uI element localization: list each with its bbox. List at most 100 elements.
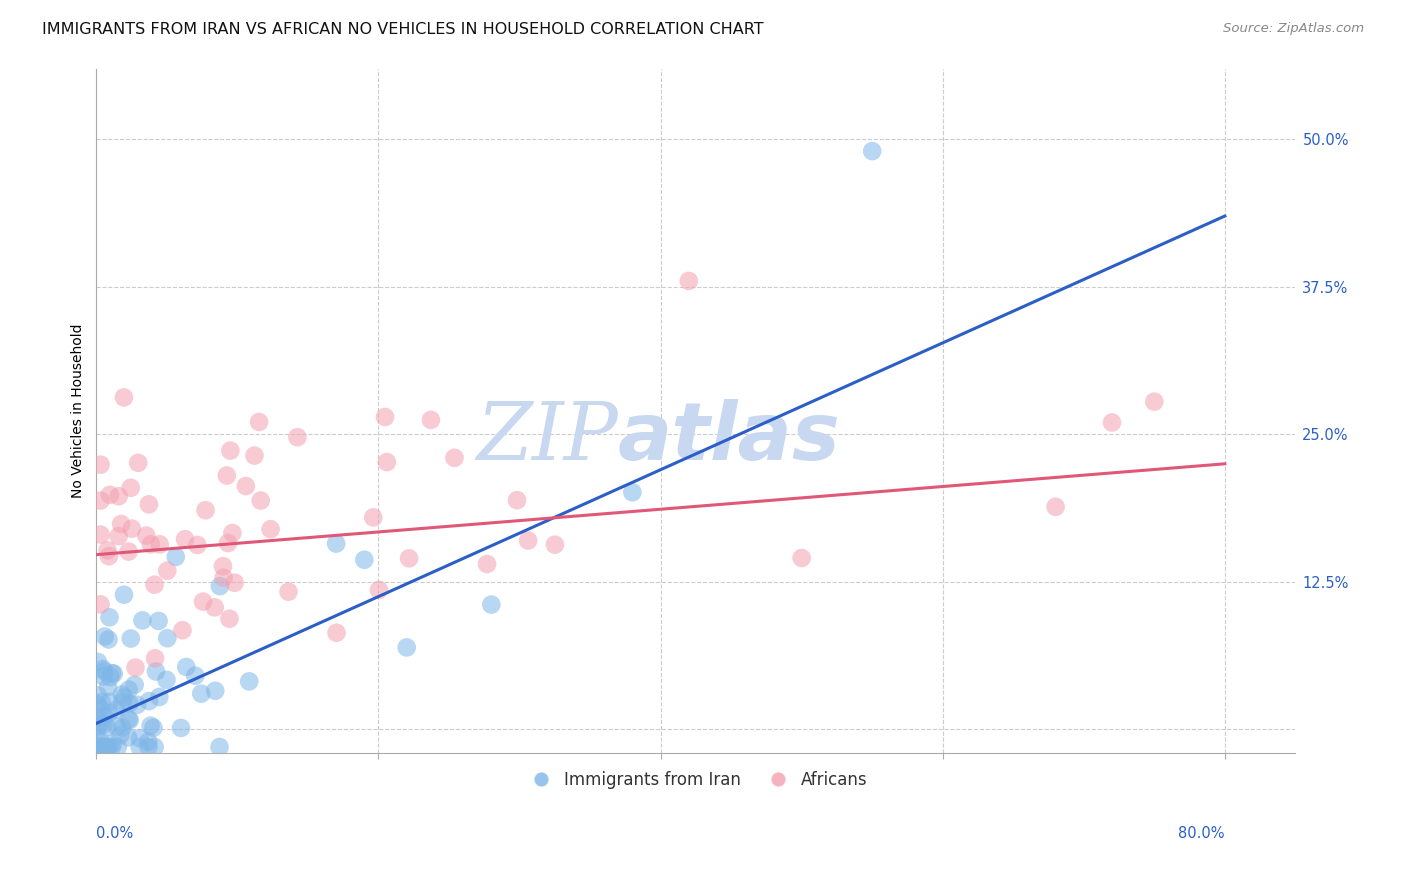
Point xyxy=(120,481,142,495)
Legend: Immigrants from Iran, Africans: Immigrants from Iran, Africans xyxy=(517,764,875,796)
Point xyxy=(678,274,700,288)
Point xyxy=(277,584,299,599)
Point xyxy=(111,721,134,735)
Point xyxy=(156,564,179,578)
Point xyxy=(96,739,118,754)
Y-axis label: No Vehicles in Household: No Vehicles in Household xyxy=(72,324,86,498)
Point xyxy=(148,690,170,704)
Point xyxy=(112,690,135,705)
Point xyxy=(103,666,125,681)
Point xyxy=(90,739,112,754)
Point xyxy=(374,409,396,424)
Point xyxy=(87,739,110,754)
Point xyxy=(90,527,112,541)
Point xyxy=(287,430,309,444)
Point xyxy=(90,695,112,709)
Point xyxy=(125,698,148,712)
Point xyxy=(143,739,166,754)
Point xyxy=(204,600,226,615)
Point xyxy=(172,624,194,638)
Point xyxy=(121,522,143,536)
Point xyxy=(110,516,132,531)
Point xyxy=(112,588,135,602)
Point xyxy=(93,709,115,723)
Point xyxy=(91,662,114,676)
Point xyxy=(131,614,153,628)
Point xyxy=(1101,416,1123,430)
Point xyxy=(517,533,540,548)
Point xyxy=(90,739,112,754)
Point xyxy=(148,614,170,628)
Point xyxy=(506,493,529,508)
Point xyxy=(93,669,115,683)
Point xyxy=(221,526,243,541)
Point xyxy=(218,612,240,626)
Point xyxy=(156,631,179,645)
Point xyxy=(87,732,110,747)
Point xyxy=(86,739,108,754)
Point xyxy=(120,632,142,646)
Point xyxy=(621,485,644,500)
Point xyxy=(111,688,134,702)
Point xyxy=(235,479,257,493)
Point xyxy=(89,701,111,715)
Point xyxy=(138,497,160,511)
Point xyxy=(186,538,208,552)
Point xyxy=(93,665,115,679)
Point xyxy=(325,536,347,550)
Point xyxy=(165,549,187,564)
Point xyxy=(87,655,110,669)
Point xyxy=(96,720,118,734)
Point xyxy=(97,739,120,754)
Point xyxy=(361,510,384,524)
Point xyxy=(97,632,120,647)
Text: Source: ZipAtlas.com: Source: ZipAtlas.com xyxy=(1223,22,1364,36)
Text: atlas: atlas xyxy=(617,399,841,477)
Point xyxy=(90,598,112,612)
Point xyxy=(212,559,235,574)
Point xyxy=(224,575,246,590)
Point xyxy=(194,503,217,517)
Point xyxy=(860,144,883,158)
Point xyxy=(398,551,420,566)
Point xyxy=(98,706,121,720)
Point xyxy=(111,696,134,710)
Point xyxy=(97,680,120,694)
Point xyxy=(94,630,117,644)
Point xyxy=(170,721,193,735)
Point xyxy=(90,739,112,754)
Point xyxy=(98,695,121,709)
Point xyxy=(479,598,502,612)
Point xyxy=(420,413,443,427)
Point xyxy=(238,674,260,689)
Point xyxy=(190,687,212,701)
Point xyxy=(101,737,124,751)
Point xyxy=(149,537,172,551)
Point xyxy=(259,522,281,536)
Point xyxy=(138,739,160,754)
Point xyxy=(138,694,160,708)
Point xyxy=(124,678,146,692)
Point xyxy=(107,489,129,503)
Point xyxy=(96,543,118,558)
Point xyxy=(142,721,165,735)
Point xyxy=(110,728,132,742)
Text: IMMIGRANTS FROM IRAN VS AFRICAN NO VEHICLES IN HOUSEHOLD CORRELATION CHART: IMMIGRANTS FROM IRAN VS AFRICAN NO VEHIC… xyxy=(42,22,763,37)
Point xyxy=(174,660,197,674)
Point xyxy=(93,717,115,731)
Point xyxy=(790,551,813,566)
Point xyxy=(98,488,121,502)
Point xyxy=(135,528,157,542)
Point xyxy=(191,594,214,608)
Point xyxy=(215,468,238,483)
Point xyxy=(86,734,108,748)
Point xyxy=(243,449,266,463)
Text: 0.0%: 0.0% xyxy=(97,826,134,841)
Point xyxy=(204,683,226,698)
Point xyxy=(93,739,115,754)
Point xyxy=(101,666,124,681)
Point xyxy=(98,610,121,624)
Point xyxy=(105,702,128,716)
Point xyxy=(395,640,418,655)
Point xyxy=(118,713,141,727)
